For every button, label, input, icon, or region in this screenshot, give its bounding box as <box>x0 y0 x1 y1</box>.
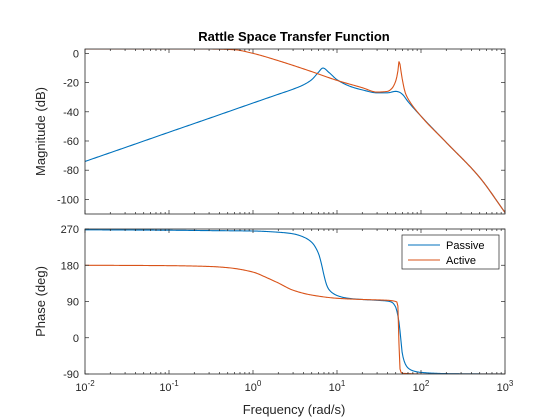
magnitude-panel: 0 -20 -40 -60 -80 -100 Magnitude (dB) <box>33 48 505 214</box>
magnitude-y-tick-label: -100 <box>57 194 79 206</box>
phase-y-tick-label: 90 <box>67 297 79 309</box>
phase-y-tick-label: 180 <box>61 260 79 272</box>
phase-y-tick-label: 270 <box>61 224 79 236</box>
magnitude-y-tick-label: -20 <box>63 78 79 90</box>
magnitude-y-tick-label: 0 <box>73 48 79 60</box>
legend-label-passive: Passive <box>446 240 485 252</box>
legend-label-active: Active <box>446 255 476 267</box>
magnitude-plot-area <box>85 49 505 214</box>
magnitude-y-tick-label: -40 <box>63 107 79 119</box>
magnitude-y-tick-label: -60 <box>63 136 79 148</box>
x-axis-label: Frequency (rad/s) <box>243 402 346 417</box>
phase-y-tick-label: -90 <box>63 369 79 381</box>
legend[interactable]: Passive Active <box>402 235 499 269</box>
magnitude-y-axis-label: Magnitude (dB) <box>33 87 48 176</box>
phase-y-tick-label: 0 <box>73 333 79 345</box>
phase-y-axis-label: Phase (deg) <box>33 266 48 337</box>
magnitude-y-tick-label: -80 <box>63 165 79 177</box>
chart-title: Rattle Space Transfer Function <box>198 29 389 44</box>
